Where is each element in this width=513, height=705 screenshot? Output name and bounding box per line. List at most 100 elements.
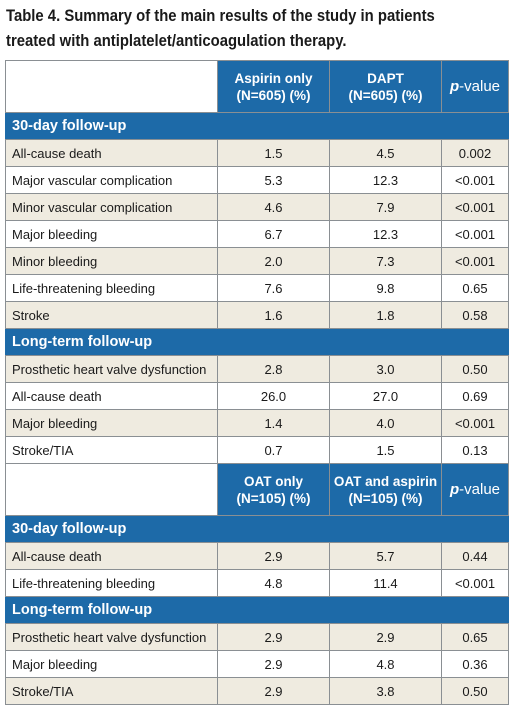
row-label: Stroke xyxy=(5,301,218,329)
cell-group-b: 3.0 xyxy=(329,355,442,383)
table-row: Prosthetic heart valve dysfunction 2.9 2… xyxy=(5,623,509,651)
caption-line-2: treated with antiplatelet/anticoagulatio… xyxy=(6,32,347,50)
cell-p-value: 0.65 xyxy=(441,623,509,651)
cell-group-a: 4.6 xyxy=(217,193,330,221)
table-row: All-cause death 2.9 5.7 0.44 xyxy=(5,542,509,570)
results-table: Aspirin only (N=605) (%) DAPT (N=605) (%) … xyxy=(5,60,509,705)
header-aspirin-only: Aspirin only (N=605) (%) xyxy=(217,60,330,113)
cell-p-value: <0.001 xyxy=(441,247,509,275)
row-label: Prosthetic heart valve dysfunction xyxy=(5,623,218,651)
row-label: Stroke/TIA xyxy=(5,677,218,705)
header-p-value: p-value xyxy=(441,60,509,113)
table-row: Prosthetic heart valve dysfunction 2.8 3… xyxy=(5,355,509,383)
section-header-row: 30-day follow-up xyxy=(5,112,509,140)
cell-group-a: 1.6 xyxy=(217,301,330,329)
cell-group-a: 6.7 xyxy=(217,220,330,248)
cell-group-b: 2.9 xyxy=(329,623,442,651)
cell-group-b: 1.8 xyxy=(329,301,442,329)
cell-group-a: 1.5 xyxy=(217,139,330,167)
row-label: All-cause death xyxy=(5,542,218,570)
cell-p-value: <0.001 xyxy=(441,193,509,221)
table-row: Life-threatening bleeding 7.6 9.8 0.65 xyxy=(5,274,509,302)
cell-group-a: 26.0 xyxy=(217,382,330,410)
cell-group-b: 11.4 xyxy=(329,569,442,597)
cell-group-b: 5.7 xyxy=(329,542,442,570)
table-row: Major bleeding 6.7 12.3 <0.001 xyxy=(5,220,509,248)
table-row: Stroke 1.6 1.8 0.58 xyxy=(5,301,509,329)
cell-group-b: 9.8 xyxy=(329,274,442,302)
table-row: Major bleeding 2.9 4.8 0.36 xyxy=(5,650,509,678)
cell-group-a: 2.8 xyxy=(217,355,330,383)
cell-p-value: <0.001 xyxy=(441,409,509,437)
cell-p-value: 0.50 xyxy=(441,355,509,383)
table-header-row: Aspirin only (N=605) (%) DAPT (N=605) (%) … xyxy=(5,60,509,113)
table-row: Stroke/TIA 2.9 3.8 0.50 xyxy=(5,677,509,705)
section-title: 30-day follow-up xyxy=(5,112,509,140)
cell-group-b: 12.3 xyxy=(329,166,442,194)
header-dapt: DAPT (N=605) (%) xyxy=(329,60,442,113)
header-oat-only: OAT only (N=105) (%) xyxy=(217,463,330,516)
cell-p-value: 0.002 xyxy=(441,139,509,167)
row-label: All-cause death xyxy=(5,139,218,167)
cell-p-value: 0.50 xyxy=(441,677,509,705)
header-blank-cell xyxy=(5,463,218,516)
table-row: Minor bleeding 2.0 7.3 <0.001 xyxy=(5,247,509,275)
cell-group-a: 1.4 xyxy=(217,409,330,437)
cell-p-value: 0.44 xyxy=(441,542,509,570)
cell-group-b: 4.8 xyxy=(329,650,442,678)
row-label: Major vascular complication xyxy=(5,166,218,194)
cell-group-b: 7.3 xyxy=(329,247,442,275)
header-oat-and-aspirin: OAT and aspirin (N=105) (%) xyxy=(329,463,442,516)
header-blank-cell xyxy=(5,60,218,113)
cell-group-b: 1.5 xyxy=(329,436,442,464)
table-row: Major vascular complication 5.3 12.3 <0.… xyxy=(5,166,509,194)
row-label: Life-threatening bleeding xyxy=(5,274,218,302)
row-label: Minor bleeding xyxy=(5,247,218,275)
section-header-row: Long-term follow-up xyxy=(5,596,509,624)
cell-group-b: 4.0 xyxy=(329,409,442,437)
cell-p-value: 0.58 xyxy=(441,301,509,329)
header-p-value: p-value xyxy=(441,463,509,516)
table-row: Minor vascular complication 4.6 7.9 <0.0… xyxy=(5,193,509,221)
cell-group-b: 4.5 xyxy=(329,139,442,167)
row-label: Major bleeding xyxy=(5,220,218,248)
cell-group-a: 2.9 xyxy=(217,650,330,678)
table-row: Major bleeding 1.4 4.0 <0.001 xyxy=(5,409,509,437)
cell-group-b: 12.3 xyxy=(329,220,442,248)
cell-group-a: 5.3 xyxy=(217,166,330,194)
row-label: Major bleeding xyxy=(5,650,218,678)
section-header-row: 30-day follow-up xyxy=(5,515,509,543)
row-label: Stroke/TIA xyxy=(5,436,218,464)
section-title: 30-day follow-up xyxy=(5,515,509,543)
table-row: All-cause death 26.0 27.0 0.69 xyxy=(5,382,509,410)
row-label: Major bleeding xyxy=(5,409,218,437)
cell-p-value: 0.65 xyxy=(441,274,509,302)
table-header-row: OAT only (N=105) (%) OAT and aspirin (N=10… xyxy=(5,463,509,516)
row-label: Minor vascular complication xyxy=(5,193,218,221)
row-label: Prosthetic heart valve dysfunction xyxy=(5,355,218,383)
cell-p-value: <0.001 xyxy=(441,220,509,248)
section-header-row: Long-term follow-up xyxy=(5,328,509,356)
cell-group-a: 4.8 xyxy=(217,569,330,597)
section-title: Long-term follow-up xyxy=(5,328,509,356)
cell-group-a: 0.7 xyxy=(217,436,330,464)
cell-group-a: 2.9 xyxy=(217,677,330,705)
cell-group-a: 2.9 xyxy=(217,623,330,651)
cell-group-a: 2.9 xyxy=(217,542,330,570)
cell-p-value: 0.69 xyxy=(441,382,509,410)
row-label: Life-threatening bleeding xyxy=(5,569,218,597)
cell-p-value: <0.001 xyxy=(441,569,509,597)
table-row: Life-threatening bleeding 4.8 11.4 <0.00… xyxy=(5,569,509,597)
cell-group-a: 7.6 xyxy=(217,274,330,302)
cell-p-value: <0.001 xyxy=(441,166,509,194)
row-label: All-cause death xyxy=(5,382,218,410)
table-caption: Table 4. Summary of the main results of … xyxy=(6,4,456,54)
cell-p-value: 0.36 xyxy=(441,650,509,678)
table-row: All-cause death 1.5 4.5 0.002 xyxy=(5,139,509,167)
caption-line-1: Table 4. Summary of the main results of … xyxy=(6,7,435,25)
table-row: Stroke/TIA 0.7 1.5 0.13 xyxy=(5,436,509,464)
cell-group-b: 27.0 xyxy=(329,382,442,410)
cell-group-b: 3.8 xyxy=(329,677,442,705)
section-title: Long-term follow-up xyxy=(5,596,509,624)
cell-group-b: 7.9 xyxy=(329,193,442,221)
